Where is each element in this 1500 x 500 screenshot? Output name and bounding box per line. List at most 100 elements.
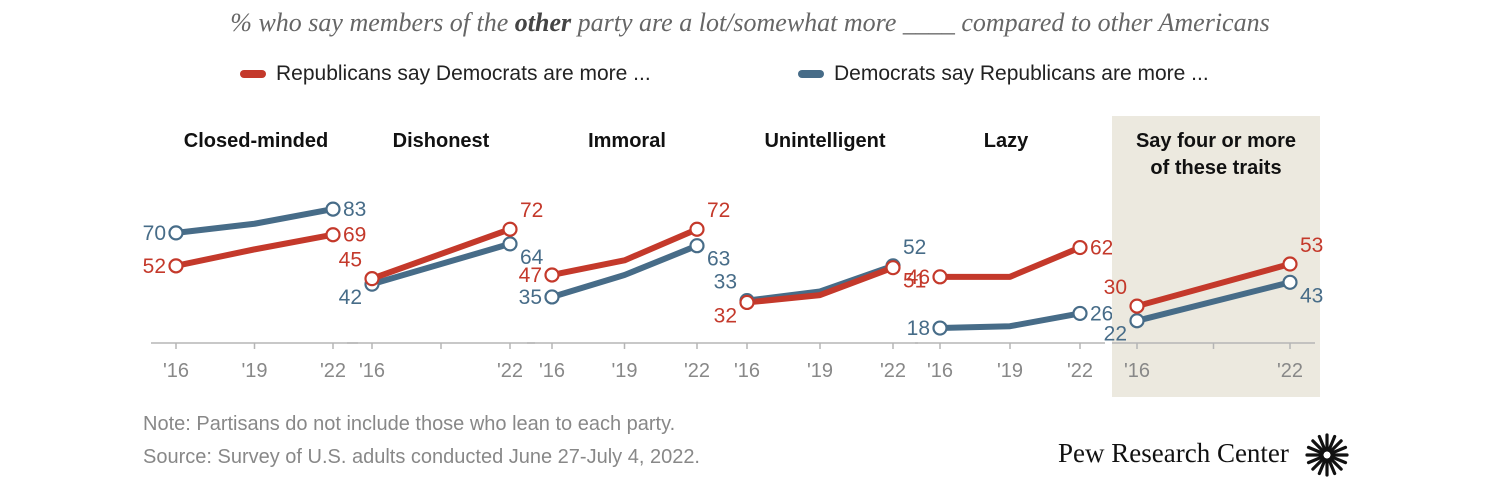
logo-ray [1311,456,1326,471]
logo-ray [1311,439,1326,454]
series-line-democrats [937,310,1083,332]
panel-title: Closed-minded [184,130,328,152]
legend-swatch-democrats [798,70,824,78]
x-tick-label: '19 [241,360,267,382]
legend-label-republicans: Republicans say Democrats are more ... [276,62,651,85]
data-point-republicans [689,221,705,237]
logo-ray [1317,434,1327,452]
data-label-democrats: 64 [520,246,544,269]
series-line-republicans [173,231,336,269]
data-label-democrats: 35 [519,286,542,309]
logo-ray [1328,456,1343,471]
data-label-republicans: 45 [339,249,362,272]
data-point-democrats [1129,313,1145,329]
logo-ray [1306,455,1324,465]
legend-swatch-republicans [240,70,266,78]
data-point-republicans [544,267,560,283]
brand-name: Pew Research Center [1058,438,1289,468]
data-point-republicans [932,269,948,285]
chart-title: % who say members of the other party are… [0,8,1500,38]
logo-ray [1317,458,1327,476]
data-point-republicans [1282,256,1298,272]
data-label-democrats: 33 [714,271,737,294]
data-label-republicans: 47 [519,264,542,287]
panel-title: of these traits [1150,157,1281,179]
panel-title: Lazy [984,130,1029,152]
series-line-democrats [173,206,336,236]
series-line-republicans [549,226,700,278]
legend-item-democrats: Democrats say Republicans are more ... [798,62,1209,86]
note-text: Note: Partisans do not include those who… [143,413,676,435]
data-point-republicans [1072,239,1088,256]
x-tick-label: '22 [497,360,523,382]
data-label-republicans: 52 [143,255,166,278]
data-label-republicans: 69 [343,224,366,247]
x-tick-label: '16 [1124,360,1150,382]
data-label-republicans: 32 [714,304,737,327]
data-point-democrats [689,238,705,254]
series-line-democrats [549,242,700,300]
x-tick-label: '16 [927,360,953,382]
legend-label-democrats: Democrats say Republicans are more ... [834,62,1209,85]
panel-6: Say four or more of these traits '16 '22 30 2… [1104,116,1323,397]
data-label-democrats: 22 [1104,323,1127,346]
data-point-democrats [544,289,560,305]
data-label-republicans: 72 [707,199,730,222]
data-label-democrats: 26 [1090,302,1113,325]
title-emphasis: other [514,8,572,37]
data-point-democrats [502,236,518,252]
x-tick-label: '16 [734,360,760,382]
data-label-democrats: 43 [1300,284,1323,307]
legend-item-republicans: Republicans say Democrats are more ... [240,62,651,86]
logo-ray [1330,455,1348,465]
panel-title: Say four or more [1136,130,1296,152]
series-line-democrats [369,240,513,288]
series-line-republicans [369,226,513,282]
data-label-republicans: 53 [1300,234,1323,257]
x-tick-label: '19 [807,360,833,382]
series-line-republicans [937,244,1083,280]
x-tick-label: '19 [997,360,1023,382]
logo-ray [1330,445,1348,455]
data-label-republicans: 62 [1090,237,1113,260]
data-label-republicans: 46 [907,266,930,289]
data-label-democrats: 18 [907,317,930,340]
source-text: Source: Survey of U.S. adults conducted … [143,446,700,468]
logo-ray [1327,458,1337,476]
x-tick-label: '22 [320,360,346,382]
data-point-republicans [325,227,341,243]
x-tick-label: '22 [1277,360,1303,382]
x-tick-label: '22 [1067,360,1093,382]
data-label-democrats: 83 [343,198,366,221]
data-point-democrats [1072,305,1088,322]
panel-1: Closed-minded '16 '19 '22 52 70 69 83 [143,130,367,382]
data-label-democrats: 70 [143,222,166,245]
series-line-republicans [744,264,896,306]
x-tick-label: '22 [684,360,710,382]
data-label-democrats: 52 [903,236,926,259]
data-point-democrats [325,201,341,217]
data-label-republicans: 51 [903,270,926,293]
data-point-republicans [364,271,380,287]
panel-title: Unintelligent [764,130,885,152]
pew-logo-icon [1305,433,1349,477]
panel-4: Unintelligent '16 '19 '22 32 33 51 52 [714,130,927,382]
small-multiples-chart: Closed-minded '16 '19 '22 52 70 69 83 Dishonest '… [143,116,1323,397]
data-point-democrats [168,225,184,241]
highlight-background [1112,116,1320,397]
data-point-democrats [932,320,948,336]
x-tick-label: '16 [359,360,385,382]
data-point-republicans [1129,298,1145,314]
series-line-republicans [1134,261,1293,310]
panel-2: Dishonest '16 '22 45 42 72 64 [339,130,544,382]
data-point-democrats [1282,274,1298,290]
data-label-democrats: 63 [707,248,730,271]
data-point-republicans [168,258,184,274]
data-point-republicans [885,260,901,276]
data-point-republicans [739,294,755,311]
x-tick-label: '19 [611,360,637,382]
x-tick-label: '16 [539,360,565,382]
logo-ray [1328,439,1343,454]
logo-ray [1327,434,1337,452]
